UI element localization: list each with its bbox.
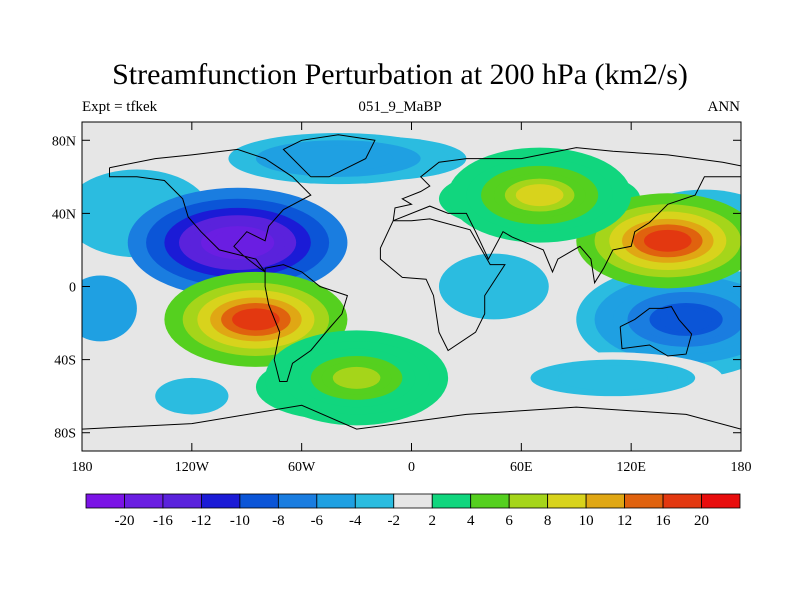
- case-label: 051_9_MaBP: [358, 99, 442, 115]
- y-tick-label: 0: [69, 281, 76, 296]
- colorbar-label: 4: [467, 513, 475, 529]
- colorbar-swatch: [624, 493, 664, 509]
- coastline: [379, 218, 506, 352]
- coastline: [109, 148, 312, 273]
- x-tick-label: 0: [408, 460, 415, 475]
- colorbar-label: 12: [617, 513, 632, 529]
- colorbar-swatch: [85, 493, 125, 509]
- x-tick-label: 180: [731, 460, 752, 475]
- x-axis: 180 120W 60W 0 60E 120E 180: [72, 122, 752, 475]
- colorbar-label: 8: [544, 513, 552, 529]
- colorbar-label: -4: [349, 513, 362, 529]
- colorbar-swatch: [239, 493, 279, 509]
- contour-region: [82, 275, 137, 342]
- colorbar-swatch: [201, 493, 241, 509]
- coastline: [619, 306, 693, 357]
- colorbar-swatch: [701, 493, 741, 509]
- colorbar-swatch: [393, 493, 433, 509]
- colorbar-swatch: [354, 493, 395, 509]
- contour-level: [283, 145, 394, 172]
- y-axis: 80N 40N 0 40S 80S: [52, 134, 741, 442]
- map-panel: [81, 121, 742, 452]
- colorbar-label: 16: [656, 513, 672, 529]
- colorbar-label: -20: [114, 513, 134, 529]
- x-tick-label: 180: [72, 460, 93, 475]
- chart-title: Streamfunction Perturbation at 200 hPa (…: [112, 58, 688, 91]
- colorbar-label: -12: [191, 513, 211, 529]
- contour-fill-layer: [82, 132, 741, 426]
- contour-region: [438, 253, 549, 320]
- colorbar-label: -8: [272, 513, 285, 529]
- contour-region: [155, 377, 229, 415]
- colorbar-swatch: [162, 493, 202, 509]
- coastline: [264, 264, 349, 382]
- y-tick-label: 40S: [54, 354, 76, 369]
- coastline: [282, 134, 376, 178]
- colorbar-swatch: [585, 493, 625, 509]
- colorbar-swatch: [662, 493, 702, 509]
- y-tick-label: 80S: [54, 427, 76, 442]
- colorbar-label: -10: [230, 513, 250, 529]
- colorbar-swatch: [470, 493, 510, 509]
- colorbar-swatch: [431, 493, 472, 509]
- coastline-layer: [82, 134, 741, 430]
- colorbar-swatch: [508, 493, 549, 509]
- y-tick-label: 40N: [52, 207, 76, 222]
- x-tick-label: 120W: [175, 460, 210, 475]
- colorbar-swatch: [124, 493, 164, 509]
- colorbar-label: 20: [694, 513, 709, 529]
- coastline: [392, 147, 741, 285]
- colorbar-swatch: [316, 493, 356, 509]
- contour-level: [232, 308, 280, 331]
- x-tick-label: 120E: [616, 460, 646, 475]
- colorbar-label: 2: [428, 513, 436, 529]
- contour-level: [557, 365, 668, 391]
- contour-level: [515, 184, 564, 207]
- colorbar-label: -6: [311, 513, 324, 529]
- y-tick-label: 80N: [52, 134, 76, 149]
- x-tick-label: 60E: [510, 460, 533, 475]
- experiment-label: Expt = tfkek: [82, 99, 158, 115]
- colorbar-swatch: [277, 493, 318, 509]
- colorbar-swatch: [547, 493, 587, 509]
- colorbar-label: -2: [388, 513, 401, 529]
- x-tick-label: 60W: [288, 460, 316, 475]
- coastline: [82, 404, 741, 430]
- contour-level: [643, 229, 692, 252]
- season-label: ANN: [707, 99, 741, 115]
- colorbar-label: -16: [153, 513, 173, 529]
- colorbar-label: 6: [505, 513, 513, 529]
- colorbar-label: 10: [579, 513, 594, 529]
- contour-level: [332, 366, 381, 389]
- colorbar: -20 -16 -12 -10 -8 -6 -4 -2 2 4 6 8 10 12 16 20: [85, 493, 741, 529]
- contour-level: [660, 306, 712, 333]
